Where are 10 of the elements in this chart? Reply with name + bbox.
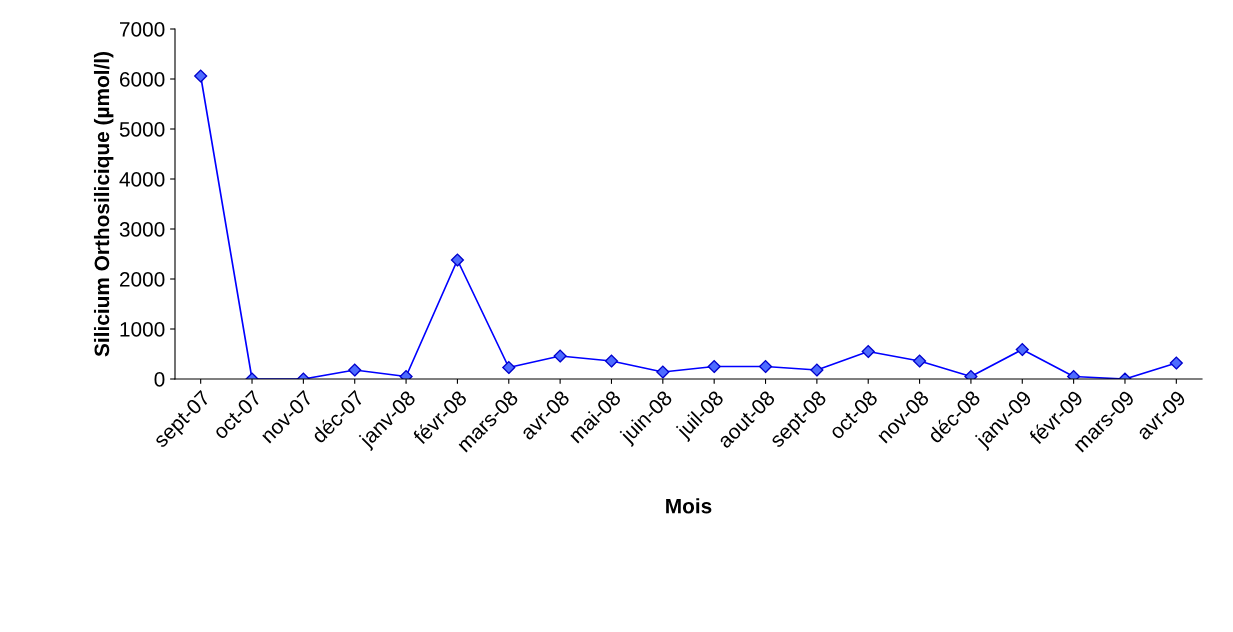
y-tick-label: 3000 — [119, 222, 165, 237]
y-axis-title: Silicium Orthosilicique (µmol/l) — [93, 52, 114, 357]
y-tick-label: 6000 — [119, 72, 165, 87]
y-tick-label: 2000 — [119, 272, 165, 287]
y-tick-label: 4000 — [119, 172, 165, 187]
y-tick-label: 5000 — [119, 122, 165, 137]
y-tick-label: 1000 — [120, 322, 165, 337]
y-tick-label: 7000 — [120, 22, 165, 37]
x-axis-title: Mois — [666, 498, 712, 514]
y-tick-label: 0 — [154, 372, 165, 387]
